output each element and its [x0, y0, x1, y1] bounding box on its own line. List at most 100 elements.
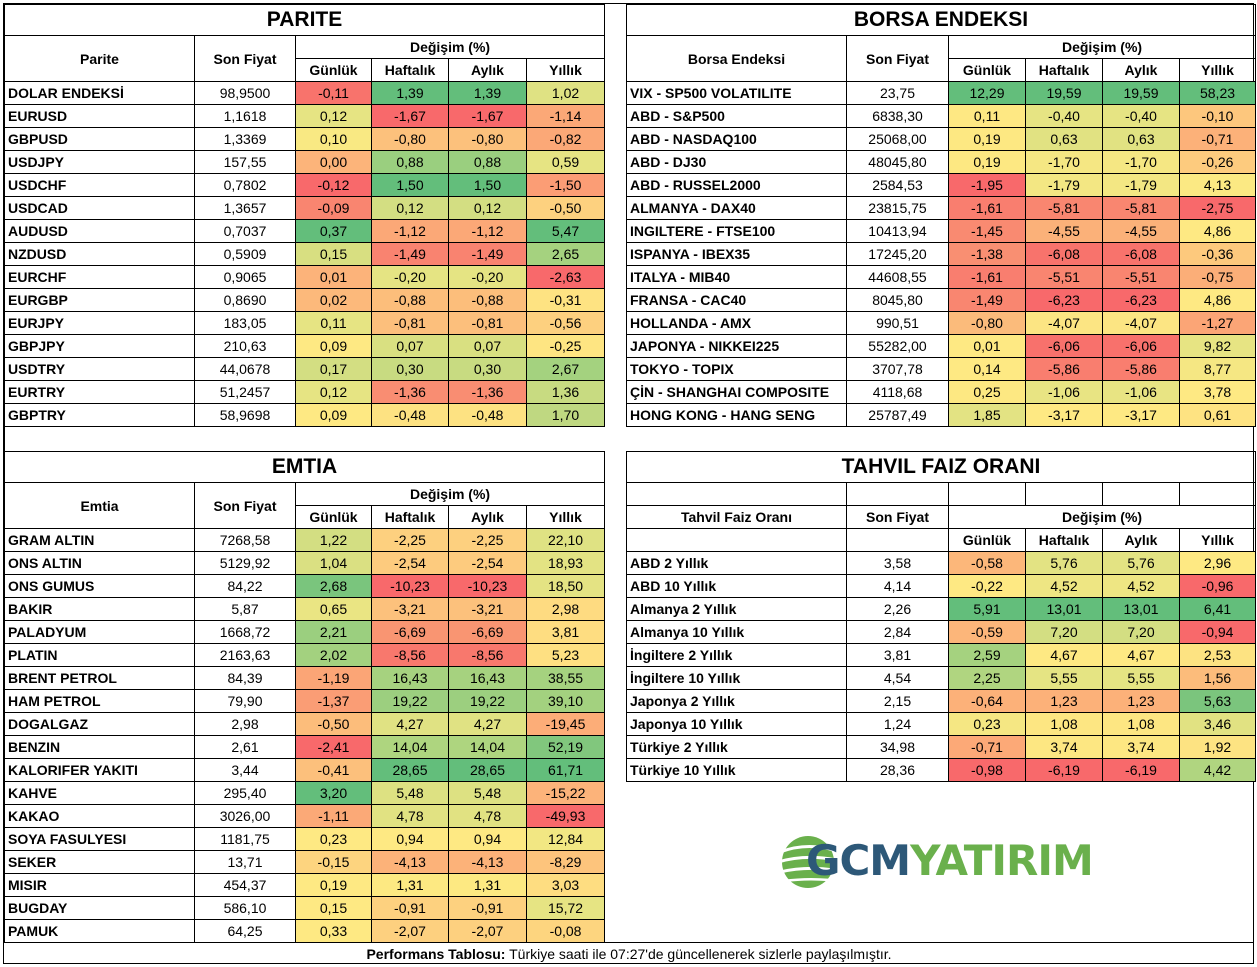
change-header: Değişim (%) — [294, 35, 606, 59]
period-header-weekly: Haftalık — [371, 58, 449, 82]
table-row: Japonya 10 Yıllık 1,24 0,23 1,08 1,08 3,46 — [626, 712, 1257, 736]
yearly-change-cell: 61,71 — [525, 758, 606, 782]
weekly-change-cell: 5,76 — [1025, 551, 1103, 575]
weekly-change-cell: 13,01 — [1025, 597, 1103, 621]
monthly-change-cell: 7,20 — [1102, 620, 1180, 644]
row-name: MISIR — [4, 873, 195, 897]
table-row: USDJPY 157,55 0,00 0,88 0,88 0,59 — [4, 150, 606, 174]
daily-change-cell: -1,38 — [948, 242, 1026, 266]
monthly-change-cell: -1,49 — [448, 242, 527, 266]
yearly-change-cell: -0,94 — [1178, 620, 1257, 644]
yearly-change-cell: 3,81 — [525, 620, 606, 644]
table-row: ABD - NASDAQ100 25068,00 0,19 0,63 0,63 -0,71 — [626, 127, 1257, 151]
yearly-change-cell: -8,29 — [525, 850, 606, 874]
monthly-change-cell: -0,20 — [448, 265, 527, 289]
daily-change-cell: 0,00 — [295, 150, 372, 174]
table-row: BUGDAY 586,10 0,15 -0,91 -0,91 15,72 — [4, 896, 606, 920]
monthly-change-cell: -0,48 — [448, 403, 527, 427]
blank-header-cell — [846, 528, 949, 552]
table-row: HONG KONG - HANG SENG 25787,49 1,85 -3,17 -3… — [626, 403, 1257, 427]
weekly-change-cell: 1,23 — [1025, 689, 1103, 713]
row-name: Japonya 10 Yıllık — [626, 712, 847, 736]
monthly-change-cell: -1,36 — [448, 380, 527, 404]
blank-row — [626, 482, 1257, 506]
row-name: KALORIFER YAKITI — [4, 758, 195, 782]
tahvil-title: TAHVIL FAIZ ORANI — [625, 451, 1257, 483]
period-header-weekly: Haftalık — [1025, 528, 1103, 552]
logo-text-yatirim: YATIRIM — [910, 836, 1094, 885]
row-name: JAPONYA - NIKKEI225 — [626, 334, 847, 358]
row-price: 23,75 — [846, 81, 949, 105]
yearly-change-cell: 18,93 — [525, 551, 606, 575]
row-price: 2163,63 — [194, 643, 296, 667]
daily-change-cell: -0,59 — [948, 620, 1026, 644]
monthly-change-cell: 0,94 — [448, 827, 527, 851]
weekly-change-cell: 0,94 — [371, 827, 449, 851]
daily-change-cell: -0,50 — [295, 712, 372, 736]
row-price: 5129,92 — [194, 551, 296, 575]
monthly-change-cell: -6,23 — [1102, 288, 1180, 312]
table-row: TOKYO - TOPIX 3707,78 0,14 -5,86 -5,86 8,77 — [626, 357, 1257, 381]
yearly-change-cell: 4,86 — [1178, 219, 1257, 243]
row-price: 28,36 — [846, 758, 949, 782]
yearly-change-cell: -0,26 — [1178, 150, 1257, 174]
row-name: ABD 10 Yıllık — [626, 574, 847, 598]
monthly-change-cell: 0,88 — [448, 150, 527, 174]
footer-label: Performans Tablosu: — [366, 946, 506, 962]
yearly-change-cell: -2,63 — [525, 265, 606, 289]
row-name: BAKIR — [4, 597, 195, 621]
yearly-change-cell: 38,55 — [525, 666, 606, 690]
row-price: 8045,80 — [846, 288, 949, 312]
table-row: SEKER 13,71 -0,15 -4,13 -4,13 -8,29 — [4, 850, 606, 874]
row-name: DOGALGAZ — [4, 712, 195, 736]
weekly-change-cell: -6,69 — [371, 620, 449, 644]
row-name: DOLAR ENDEKSİ — [4, 81, 195, 105]
monthly-change-cell: -1,79 — [1102, 173, 1180, 197]
daily-change-cell: 2,68 — [295, 574, 372, 598]
row-name: ALMANYA - DAX40 — [626, 196, 847, 220]
row-name: FRANSA - CAC40 — [626, 288, 847, 312]
yearly-change-cell: -1,27 — [1178, 311, 1257, 335]
period-header-weekly: Haftalık — [1025, 58, 1103, 82]
table-row: JAPONYA - NIKKEI225 55282,00 0,01 -6,06 -6,0… — [626, 334, 1257, 358]
change-header: Değişim (%) — [947, 35, 1257, 59]
daily-change-cell: 0,01 — [948, 334, 1026, 358]
daily-change-cell: 0,10 — [295, 127, 372, 151]
table-row: NZDUSD 0,5909 0,15 -1,49 -1,49 2,65 — [4, 242, 606, 266]
section-spacer — [4, 426, 604, 451]
daily-change-cell: 2,25 — [948, 666, 1026, 690]
weekly-change-cell: -6,06 — [1025, 334, 1103, 358]
monthly-change-cell: -1,06 — [1102, 380, 1180, 404]
weekly-change-cell: -2,25 — [371, 528, 449, 552]
daily-change-cell: -0,41 — [295, 758, 372, 782]
row-price: 13,71 — [194, 850, 296, 874]
yearly-change-cell: 3,78 — [1178, 380, 1257, 404]
row-price: 0,7037 — [194, 219, 296, 243]
period-header-monthly: Aylık — [1102, 58, 1180, 82]
row-price: 3026,00 — [194, 804, 296, 828]
daily-change-cell: -1,61 — [948, 265, 1026, 289]
row-price: 157,55 — [194, 150, 296, 174]
row-price: 1,1618 — [194, 104, 296, 128]
monthly-change-cell: 1,08 — [1102, 712, 1180, 736]
monthly-change-cell: -6,08 — [1102, 242, 1180, 266]
monthly-change-cell: -10,23 — [448, 574, 527, 598]
yearly-change-cell: 1,02 — [525, 81, 606, 105]
period-header-monthly: Aylık — [1102, 528, 1180, 552]
row-name: HONG KONG - HANG SENG — [626, 403, 847, 427]
yearly-change-cell: -0,50 — [525, 196, 606, 220]
period-header-yearly: Yıllık — [525, 58, 606, 82]
yearly-change-cell: 2,67 — [525, 357, 606, 381]
yearly-change-cell: 39,10 — [525, 689, 606, 713]
monthly-change-cell: -4,55 — [1102, 219, 1180, 243]
weekly-change-cell: 16,43 — [371, 666, 449, 690]
monthly-change-cell: 16,43 — [448, 666, 527, 690]
yearly-change-cell: 1,56 — [1178, 666, 1257, 690]
monthly-change-cell: 4,27 — [448, 712, 527, 736]
row-price: 34,98 — [846, 735, 949, 759]
yearly-change-cell: 1,70 — [525, 403, 606, 427]
borsa-title: BORSA ENDEKSI — [625, 4, 1257, 36]
row-price: 64,25 — [194, 919, 296, 943]
row-price: 44608,55 — [846, 265, 949, 289]
daily-change-cell: 0,11 — [295, 311, 372, 335]
